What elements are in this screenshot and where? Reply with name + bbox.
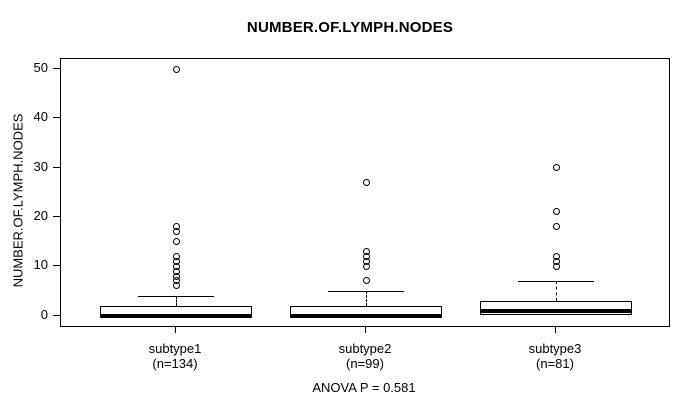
median-line bbox=[290, 314, 442, 318]
upper-whisker-line bbox=[176, 295, 177, 306]
outlier-point bbox=[172, 65, 180, 73]
group-sample-size: (n=134) bbox=[152, 356, 198, 371]
group-sample-size: (n=99) bbox=[346, 356, 384, 371]
chart-title: NUMBER.OF.LYMPH.NODES bbox=[246, 19, 454, 36]
outlier-point bbox=[172, 252, 180, 260]
median-line bbox=[100, 314, 252, 318]
outlier-point bbox=[552, 208, 560, 216]
outlier-point bbox=[172, 223, 180, 231]
y-axis-tick-label: 10 bbox=[33, 257, 48, 273]
outlier-point bbox=[362, 247, 370, 255]
outlier-point bbox=[362, 178, 370, 186]
outlier-point bbox=[172, 238, 180, 246]
group-name: subtype2 bbox=[338, 341, 392, 356]
group-name: subtype3 bbox=[528, 341, 582, 356]
plot-area bbox=[60, 58, 670, 327]
group-name: subtype1 bbox=[148, 341, 202, 356]
x-axis-group-label: subtype3 (n=81) bbox=[485, 341, 625, 371]
upper-whisker-line bbox=[366, 290, 367, 306]
outlier-point bbox=[552, 164, 560, 172]
x-axis-group-label: subtype1 (n=134) bbox=[105, 341, 245, 371]
y-axis-tick-label: 30 bbox=[33, 158, 48, 174]
x-axis-tick bbox=[365, 326, 366, 333]
outlier-point bbox=[362, 277, 370, 285]
upper-whisker-staple bbox=[518, 280, 594, 282]
x-axis-tick bbox=[175, 326, 176, 333]
y-axis-tick-label: 0 bbox=[40, 306, 48, 322]
upper-whisker-staple bbox=[138, 295, 214, 297]
y-axis-tick bbox=[53, 314, 60, 316]
upper-whisker-line bbox=[556, 280, 557, 301]
y-axis-tick bbox=[53, 68, 60, 69]
y-axis-tick-label: 50 bbox=[33, 60, 48, 75]
y-axis-tick bbox=[53, 265, 60, 267]
x-axis-group-label: subtype2 (n=99) bbox=[295, 341, 435, 371]
y-axis-tick bbox=[53, 166, 60, 168]
outlier-point bbox=[552, 252, 560, 260]
y-axis-tick bbox=[53, 117, 60, 119]
y-axis-tick bbox=[53, 215, 60, 217]
anova-annotation: ANOVA P = 0.581 bbox=[312, 380, 416, 395]
group-sample-size: (n=81) bbox=[536, 356, 574, 371]
y-axis-tick-label: 40 bbox=[33, 109, 48, 125]
y-axis-tick-label: 20 bbox=[33, 207, 48, 223]
upper-whisker-staple bbox=[328, 290, 404, 292]
median-line bbox=[480, 309, 632, 314]
outlier-point bbox=[552, 223, 560, 231]
x-axis-tick bbox=[555, 326, 556, 333]
